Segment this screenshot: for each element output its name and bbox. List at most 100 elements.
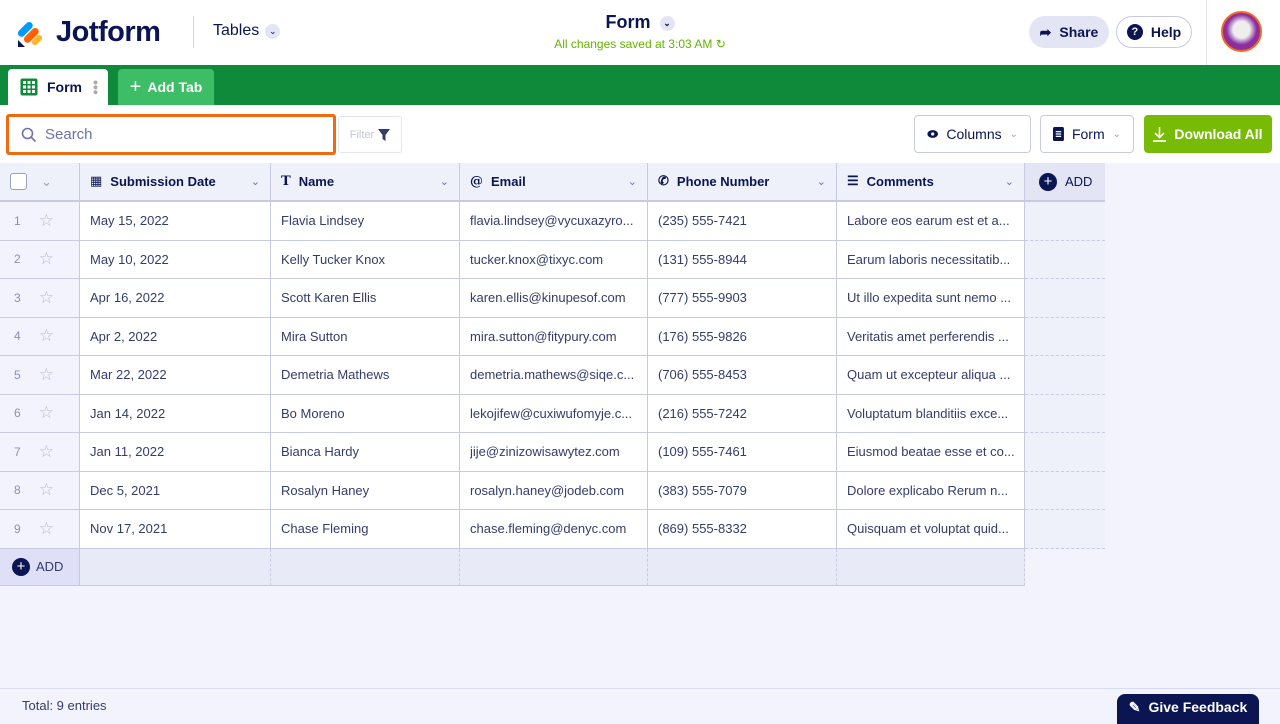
table-cell[interactable]: Dec 5, 2021 [80, 471, 271, 510]
select-all-checkbox[interactable] [10, 173, 27, 190]
table-cell[interactable]: rosalyn.haney@jodeb.com [460, 471, 648, 510]
table-cell[interactable]: tucker.knox@tixyc.com [460, 240, 648, 279]
form-select-button[interactable]: Form ⌄ [1040, 115, 1134, 153]
add-tab-button[interactable]: + Add Tab [118, 69, 214, 105]
refresh-icon: ↻ [715, 37, 726, 51]
add-row-button[interactable]: + ADD [0, 548, 80, 586]
chevron-down-icon[interactable]: ⌄ [250, 176, 260, 188]
empty-add-row-cell [460, 548, 648, 586]
table-cell[interactable]: (176) 555-9826 [648, 317, 837, 356]
table-cell[interactable]: flavia.lindsey@vycuxazyro... [460, 202, 648, 241]
star-icon[interactable]: ☆ [38, 518, 54, 538]
page-title[interactable]: Form ⌄ [0, 12, 1280, 33]
chevron-down-icon[interactable]: ⌄ [627, 176, 637, 188]
cell-text: (216) 555-7242 [658, 405, 747, 421]
table-cell[interactable]: (383) 555-7079 [648, 471, 837, 510]
table-cell[interactable]: Kelly Tucker Knox [271, 240, 460, 279]
table-cell[interactable]: Eiusmod beatae esse et co... [837, 433, 1025, 472]
table-cell[interactable]: Flavia Lindsey [271, 202, 460, 241]
table-cell[interactable]: (216) 555-7242 [648, 394, 837, 433]
row-number: 4 [14, 329, 21, 344]
table-cell[interactable]: demetria.mathews@siqe.c... [460, 356, 648, 395]
table-cell[interactable]: Demetria Mathews [271, 356, 460, 395]
table-cell[interactable]: (869) 555-8332 [648, 510, 837, 549]
cell-text: (131) 555-8944 [658, 251, 747, 267]
avatar[interactable] [1221, 11, 1262, 52]
table-cell[interactable]: Ut illo expedita sunt nemo ... [837, 279, 1025, 318]
table-cell[interactable]: Nov 17, 2021 [80, 510, 271, 549]
give-feedback-button[interactable]: ✎ Give Feedback [1117, 694, 1259, 724]
star-icon[interactable]: ☆ [38, 441, 54, 461]
column-header[interactable]: T Name ⌄ [271, 163, 460, 202]
table-cell[interactable]: Bo Moreno [271, 394, 460, 433]
table-cell[interactable]: (777) 555-9903 [648, 279, 837, 318]
table-cell[interactable]: chase.fleming@denyc.com [460, 510, 648, 549]
table-cell[interactable]: Mar 22, 2022 [80, 356, 271, 395]
chevron-down-icon[interactable]: ⌄ [816, 176, 826, 188]
filter-button[interactable]: Filter [338, 116, 402, 153]
search-input[interactable] [45, 126, 305, 143]
cell-text: (869) 555-8332 [658, 521, 747, 537]
table-cell[interactable]: Jan 14, 2022 [80, 394, 271, 433]
star-icon[interactable]: ☆ [38, 210, 54, 230]
chevron-down-icon[interactable]: ⌄ [41, 173, 52, 189]
star-icon[interactable]: ☆ [38, 249, 54, 269]
star-icon[interactable]: ☆ [38, 326, 54, 346]
table-cell[interactable]: (706) 555-8453 [648, 356, 837, 395]
table-cell[interactable]: karen.ellis@kinupesof.com [460, 279, 648, 318]
table-cell[interactable]: Apr 2, 2022 [80, 317, 271, 356]
column-header[interactable]: ▦ Submission Date ⌄ [80, 163, 271, 202]
table-cell[interactable]: Apr 16, 2022 [80, 279, 271, 318]
download-icon [1153, 126, 1167, 142]
table-cell[interactable]: (109) 555-7461 [648, 433, 837, 472]
star-icon[interactable]: ☆ [38, 287, 54, 307]
table-cell[interactable]: jije@zinizowisawytez.com [460, 433, 648, 472]
search-field[interactable] [6, 114, 336, 155]
cell-text: Voluptatum blanditiis exce... [847, 405, 1009, 421]
table-cell[interactable]: (235) 555-7421 [648, 202, 837, 241]
table-cell[interactable]: mira.sutton@fitypury.com [460, 317, 648, 356]
add-column-button[interactable]: + ADD [1025, 163, 1105, 202]
row-number: 5 [14, 367, 21, 382]
total-entries: Total: 9 entries [22, 698, 107, 713]
help-button[interactable]: ? Help [1116, 16, 1192, 48]
star-icon[interactable]: ☆ [38, 364, 54, 384]
cell-text: Chase Fleming [281, 521, 369, 537]
columns-button[interactable]: Columns ⌄ [914, 115, 1031, 153]
column-header[interactable]: ✆ Phone Number ⌄ [648, 163, 837, 202]
star-icon[interactable]: ☆ [38, 480, 54, 500]
jotform-logo[interactable]: Jotform [16, 16, 161, 49]
row-header: 4 ☆ [0, 317, 80, 356]
footer [0, 688, 1280, 720]
table-cell[interactable]: Quisquam et voluptat quid... [837, 510, 1025, 549]
table-cell[interactable]: lekojifew@cuxiwufomyje.c... [460, 394, 648, 433]
table-cell[interactable]: Bianca Hardy [271, 433, 460, 472]
table-cell[interactable]: Chase Fleming [271, 510, 460, 549]
table-cell[interactable]: Earum laboris necessitatib... [837, 240, 1025, 279]
row-number: 6 [14, 406, 21, 421]
table-cell[interactable]: May 10, 2022 [80, 240, 271, 279]
table-cell[interactable]: May 15, 2022 [80, 202, 271, 241]
table-cell[interactable]: Mira Sutton [271, 317, 460, 356]
chevron-down-icon[interactable]: ⌄ [439, 176, 449, 188]
table-cell[interactable]: Labore eos earum est et a... [837, 202, 1025, 241]
app-switcher[interactable]: Tables ⌄ [213, 22, 281, 40]
table-cell[interactable]: Veritatis amet perferendis ... [837, 317, 1025, 356]
table-cell[interactable]: Rosalyn Haney [271, 471, 460, 510]
at-icon: @ [470, 174, 483, 189]
table-cell[interactable]: Jan 11, 2022 [80, 433, 271, 472]
column-header[interactable]: @ Email ⌄ [460, 163, 648, 202]
table-cell[interactable]: Dolore explicabo Rerum n... [837, 471, 1025, 510]
table-cell[interactable]: Scott Karen Ellis [271, 279, 460, 318]
download-all-button[interactable]: Download All [1144, 115, 1272, 153]
tab-form[interactable]: Form ••• [8, 69, 108, 105]
chevron-down-icon[interactable]: ⌄ [1004, 176, 1014, 188]
column-header[interactable]: ☰ Comments ⌄ [837, 163, 1025, 202]
empty-add-column-cell [1025, 433, 1105, 472]
table-cell[interactable]: Quam ut excepteur aliqua ... [837, 356, 1025, 395]
table-cell[interactable]: (131) 555-8944 [648, 240, 837, 279]
share-button[interactable]: ➦ Share [1029, 16, 1109, 48]
star-icon[interactable]: ☆ [38, 403, 54, 423]
more-options-icon[interactable]: ••• [88, 79, 104, 95]
table-cell[interactable]: Voluptatum blanditiis exce... [837, 394, 1025, 433]
